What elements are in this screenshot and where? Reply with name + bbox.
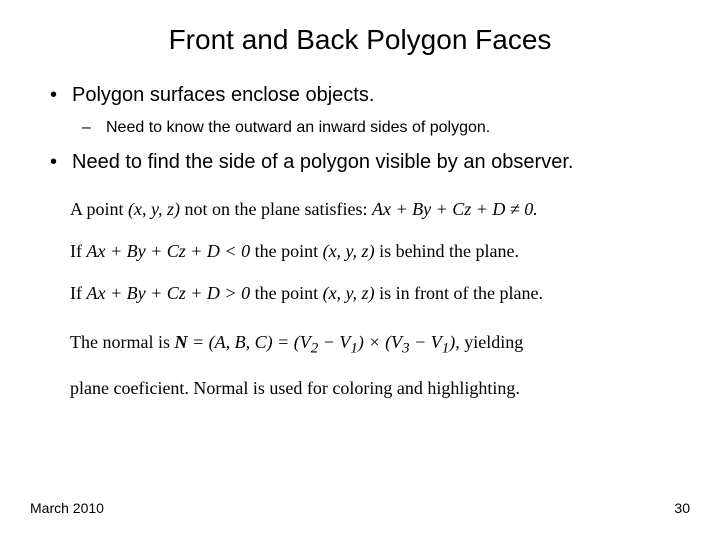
footer-page-number: 30 — [674, 500, 690, 516]
math-expr: ), — [449, 332, 460, 352]
math-sub: 1 — [350, 340, 358, 356]
math-expr: Ax + By + Cz + D < 0 — [87, 241, 251, 261]
math-sub: 3 — [402, 340, 410, 356]
footer: March 2010 30 — [30, 500, 690, 516]
math-expr: − V — [318, 332, 350, 352]
math-text: If — [70, 283, 87, 303]
math-block: A point (x, y, z) not on the plane satis… — [30, 192, 690, 405]
math-expr: (x, y, z) — [323, 241, 375, 261]
math-expr: (x, y, z) — [323, 283, 375, 303]
math-line-5: plane coeficient. Normal is used for col… — [70, 371, 690, 405]
math-text: the point — [250, 241, 323, 261]
math-text: the point — [250, 283, 323, 303]
math-text: is in front of the plane. — [375, 283, 543, 303]
math-text: A point — [70, 199, 128, 219]
math-text: If — [70, 241, 87, 261]
math-text: not on the plane satisfies: — [180, 199, 372, 219]
math-expr: (x, y, z) — [128, 199, 180, 219]
math-text: The normal is — [70, 332, 174, 352]
math-expr: Ax + By + Cz + D ≠ 0. — [372, 199, 538, 219]
slide-title: Front and Back Polygon Faces — [30, 24, 690, 56]
math-line-3: If Ax + By + Cz + D > 0 the point (x, y,… — [70, 276, 690, 310]
math-expr: Ax + By + Cz + D > 0 — [87, 283, 251, 303]
math-expr: = (A, B, C) = (V — [187, 332, 310, 352]
math-expr: ) × (V — [358, 332, 402, 352]
math-text: yielding — [460, 332, 524, 352]
bullet-1: Polygon surfaces enclose objects. — [50, 84, 690, 107]
bullet-2: Need to find the side of a polygon visib… — [50, 151, 690, 174]
math-text: is behind the plane. — [375, 241, 519, 261]
bullet-list: Polygon surfaces enclose objects. Need t… — [30, 84, 690, 174]
math-expr: N — [174, 332, 187, 352]
math-line-4: The normal is N = (A, B, C) = (V2 − V1) … — [70, 325, 690, 363]
footer-date: March 2010 — [30, 500, 104, 516]
math-expr: − V — [410, 332, 442, 352]
math-line-2: If Ax + By + Cz + D < 0 the point (x, y,… — [70, 234, 690, 268]
math-line-1: A point (x, y, z) not on the plane satis… — [70, 192, 690, 226]
bullet-1-sub: Need to know the outward an inward sides… — [60, 119, 690, 137]
